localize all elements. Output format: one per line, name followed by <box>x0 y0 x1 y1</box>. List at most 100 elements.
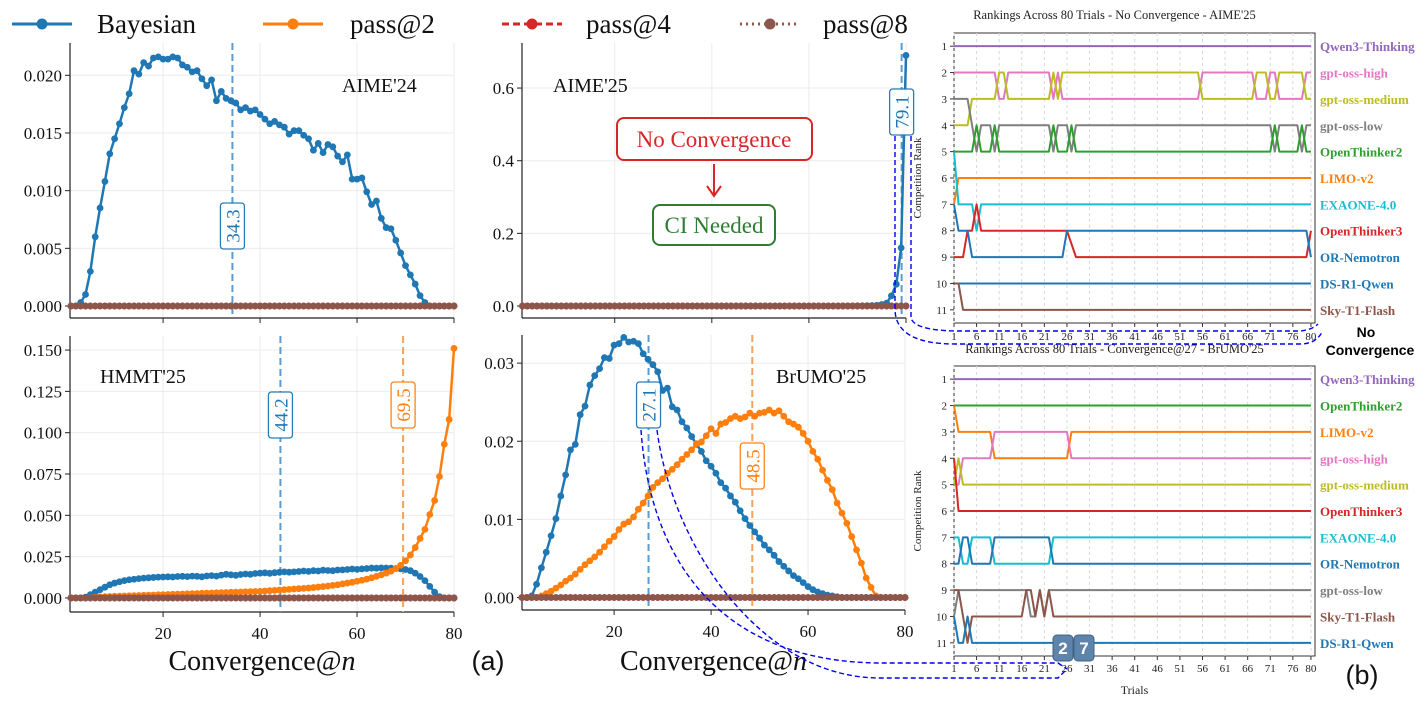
y-tick-label: 0.03 <box>484 354 514 373</box>
data-point <box>440 594 448 602</box>
data-point <box>431 588 439 596</box>
data-point <box>295 127 303 135</box>
data-point <box>208 589 215 597</box>
data-point <box>339 302 346 310</box>
rank-line-Sky-T1-Flash <box>954 589 1311 644</box>
data-point <box>242 594 249 602</box>
legend-label: pass@4 <box>586 9 671 39</box>
data-point <box>649 594 657 601</box>
y-tick-label: 3 <box>942 94 948 106</box>
rank-line-gpt-oss-medium <box>953 457 1311 486</box>
rank-line-gpt-oss-medium <box>954 71 1311 127</box>
data-point <box>673 594 681 601</box>
data-point <box>804 437 812 445</box>
median-label-box <box>888 88 915 136</box>
x-tick-label: 16 <box>1016 663 1028 675</box>
data-point <box>91 233 99 241</box>
data-point <box>888 302 895 310</box>
data-point <box>125 302 133 310</box>
data-point <box>707 594 715 601</box>
x-tick-label: 21 <box>1039 331 1050 343</box>
data-point <box>174 594 182 602</box>
model-label: Qwen3-Thinking <box>1320 39 1415 54</box>
x-tick-label: 1 <box>951 663 957 675</box>
model-label: DS-R1-Qwen <box>1320 636 1394 651</box>
rank-chart-title: Rankings Across 80 Trials - No Convergen… <box>973 8 1256 22</box>
data-point <box>606 302 614 310</box>
data-point <box>581 594 589 601</box>
data-point <box>683 594 691 601</box>
x-tick-label: 41 <box>1129 331 1140 343</box>
model-label: OR-Nemotron <box>1320 557 1401 572</box>
x-tick-label: 6 <box>974 331 980 343</box>
data-point <box>431 497 439 504</box>
data-point <box>896 594 904 601</box>
data-point <box>843 519 851 527</box>
data-point <box>848 533 856 540</box>
data-point <box>697 594 705 601</box>
data-point <box>251 588 259 595</box>
x-axis-label-main: Convergence@ <box>169 646 342 677</box>
data-point <box>348 565 356 573</box>
median-label-text: 34.3 <box>223 209 244 242</box>
data-point <box>334 594 342 602</box>
data-point <box>343 302 351 310</box>
data-point <box>838 509 846 517</box>
data-point <box>319 566 327 574</box>
data-point <box>688 594 696 601</box>
data-point <box>406 271 414 279</box>
data-point <box>591 553 599 561</box>
data-point <box>174 573 182 580</box>
data-point <box>794 575 802 583</box>
data-point <box>208 302 215 310</box>
y-tick-label: 7 <box>942 199 948 211</box>
data-point <box>67 302 75 310</box>
data-point <box>183 302 191 310</box>
legend-marker <box>36 18 48 30</box>
data-point <box>809 448 817 455</box>
data-point <box>193 67 201 75</box>
data-point <box>669 302 677 310</box>
model-label: Qwen3-Thinking <box>1320 372 1415 387</box>
data-point <box>828 594 836 601</box>
data-point <box>683 451 691 458</box>
data-point <box>159 302 167 310</box>
data-point <box>343 151 351 159</box>
y-tick-label: 2 <box>942 68 948 80</box>
data-point <box>839 302 847 310</box>
data-point <box>674 302 682 310</box>
data-point <box>668 594 676 601</box>
model-label: gpt-oss-low <box>1320 118 1383 133</box>
data-point <box>649 483 657 491</box>
y-tick-label: 0.2 <box>493 224 514 243</box>
x-tick-label: 60 <box>349 624 366 643</box>
data-point <box>426 582 434 590</box>
y-tick-label: 5 <box>942 480 948 492</box>
data-point <box>668 403 676 411</box>
data-point <box>339 566 346 574</box>
data-point <box>406 551 414 559</box>
data-point <box>868 302 876 310</box>
data-point <box>659 302 667 310</box>
data-point <box>736 507 744 515</box>
data-point <box>742 302 750 310</box>
data-point <box>363 188 371 196</box>
x-tick-label: 11 <box>994 331 1005 343</box>
data-point <box>116 120 123 128</box>
data-point <box>804 594 812 601</box>
data-point <box>659 594 666 601</box>
data-point <box>232 99 240 107</box>
data-point <box>892 280 900 288</box>
data-point <box>537 594 545 601</box>
y-tick-label: 10 <box>936 278 948 290</box>
data-point <box>96 302 104 310</box>
data-point <box>222 594 230 602</box>
data-point <box>814 594 822 601</box>
data-point <box>717 479 725 487</box>
data-point <box>145 574 152 582</box>
data-point <box>222 302 230 310</box>
data-point <box>261 587 269 595</box>
data-point <box>300 567 308 575</box>
data-point <box>693 302 701 310</box>
data-point <box>794 594 802 601</box>
